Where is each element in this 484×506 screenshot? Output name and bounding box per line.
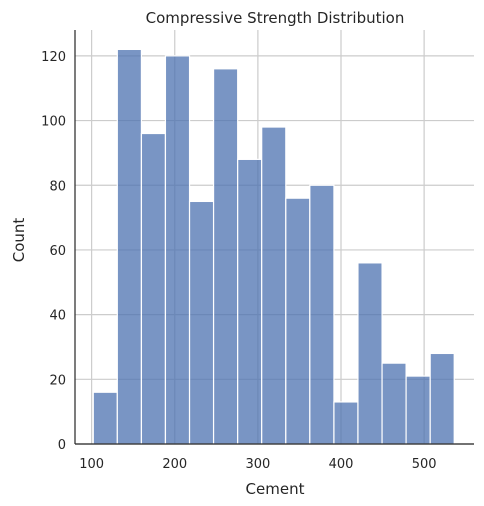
- y-tick-label: 20: [49, 373, 66, 388]
- histogram-bar: [165, 56, 189, 444]
- x-tick-label: 500: [412, 457, 437, 472]
- x-tick-labels: 100 200 300 400 500: [79, 457, 436, 472]
- y-tick-label: 40: [49, 309, 66, 324]
- y-tick-label: 120: [41, 50, 66, 65]
- chart-title: Compressive Strength Distribution: [146, 9, 405, 27]
- histogram-bar: [430, 353, 454, 444]
- x-tick-label: 300: [245, 457, 270, 472]
- histogram-bar: [238, 159, 262, 444]
- y-tick-labels: 0 20 40 60 80 100 120: [41, 50, 66, 453]
- histogram-bar: [93, 392, 117, 444]
- y-tick-label: 0: [58, 438, 66, 453]
- histogram-bar: [262, 127, 286, 444]
- histogram-bar: [286, 198, 310, 444]
- y-tick-label: 80: [49, 179, 66, 194]
- histogram-bar: [310, 185, 334, 444]
- histogram-bar: [214, 69, 238, 444]
- histogram-bar: [382, 363, 406, 444]
- histogram-bar: [358, 263, 382, 444]
- histogram-bar: [117, 49, 141, 444]
- histogram-bar: [334, 402, 358, 444]
- histogram-bar: [190, 201, 214, 444]
- histogram-bar: [406, 376, 430, 444]
- x-tick-label: 200: [162, 457, 187, 472]
- histogram-bars: [93, 49, 454, 444]
- histogram-bar: [141, 134, 165, 445]
- y-tick-label: 60: [49, 244, 66, 259]
- x-tick-label: 400: [329, 457, 354, 472]
- y-tick-label: 100: [41, 115, 66, 130]
- x-tick-label: 100: [79, 457, 104, 472]
- y-axis-label: Count: [10, 218, 28, 263]
- x-axis-label: Cement: [246, 480, 305, 498]
